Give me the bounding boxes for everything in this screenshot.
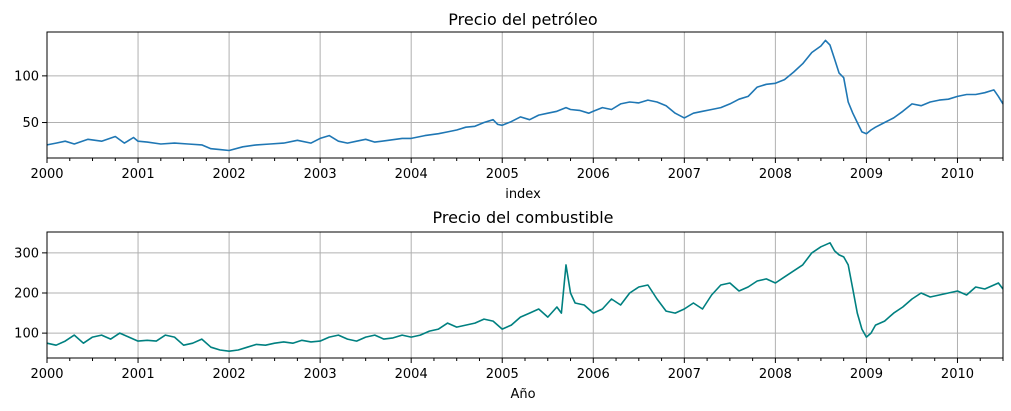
x-tick-label: 2008 xyxy=(759,167,792,182)
x-tick-label: 2005 xyxy=(486,167,519,182)
oil-x-axis-label: index xyxy=(505,187,541,202)
series-line-petróleo xyxy=(46,39,1004,152)
x-tick-label: 2007 xyxy=(668,167,701,182)
x-tick-label: 2010 xyxy=(941,367,974,382)
y-tick-label: 300 xyxy=(14,246,39,261)
y-tick-label: 50 xyxy=(22,116,39,131)
y-tick-label: 100 xyxy=(14,69,39,84)
x-tick-label: 2002 xyxy=(213,367,246,382)
series-line-combustible xyxy=(46,242,1004,352)
fuel-plot-frame xyxy=(46,231,1004,359)
x-tick-label: 2001 xyxy=(122,367,155,382)
x-tick-label: 2009 xyxy=(850,367,883,382)
x-tick-label: 2006 xyxy=(577,167,610,182)
x-tick-label: 2005 xyxy=(486,367,519,382)
fuel-chart-title: Precio del combustible xyxy=(432,208,613,227)
fuel-price-chart: Precio del combustible 2000 2001 2002 2003 2… xyxy=(14,208,1004,402)
y-tick-label: 200 xyxy=(14,286,39,301)
x-tick-label: 2003 xyxy=(304,167,337,182)
x-tick-label: 2002 xyxy=(213,167,246,182)
x-tick-label: 2007 xyxy=(668,367,701,382)
oil-plot-frame xyxy=(46,31,1004,159)
x-tick-label: 2009 xyxy=(850,167,883,182)
x-tick-label: 2010 xyxy=(941,167,974,182)
x-tick-label: 2006 xyxy=(577,367,610,382)
x-tick-label: 2008 xyxy=(759,367,792,382)
x-tick-label: 2003 xyxy=(304,367,337,382)
fuel-x-axis-label: Año xyxy=(510,387,535,402)
x-tick-label: 2004 xyxy=(395,367,428,382)
x-tick-label: 2001 xyxy=(122,167,155,182)
oil-chart-title: Precio del petróleo xyxy=(448,10,597,29)
x-tick-label: 2000 xyxy=(30,167,63,182)
y-tick-label: 100 xyxy=(14,327,39,342)
oil-price-chart: Precio del petróleo 2000 2001 2002 2003 2004… xyxy=(14,10,1004,202)
x-tick-label: 2000 xyxy=(30,367,63,382)
x-tick-label: 2004 xyxy=(395,167,428,182)
